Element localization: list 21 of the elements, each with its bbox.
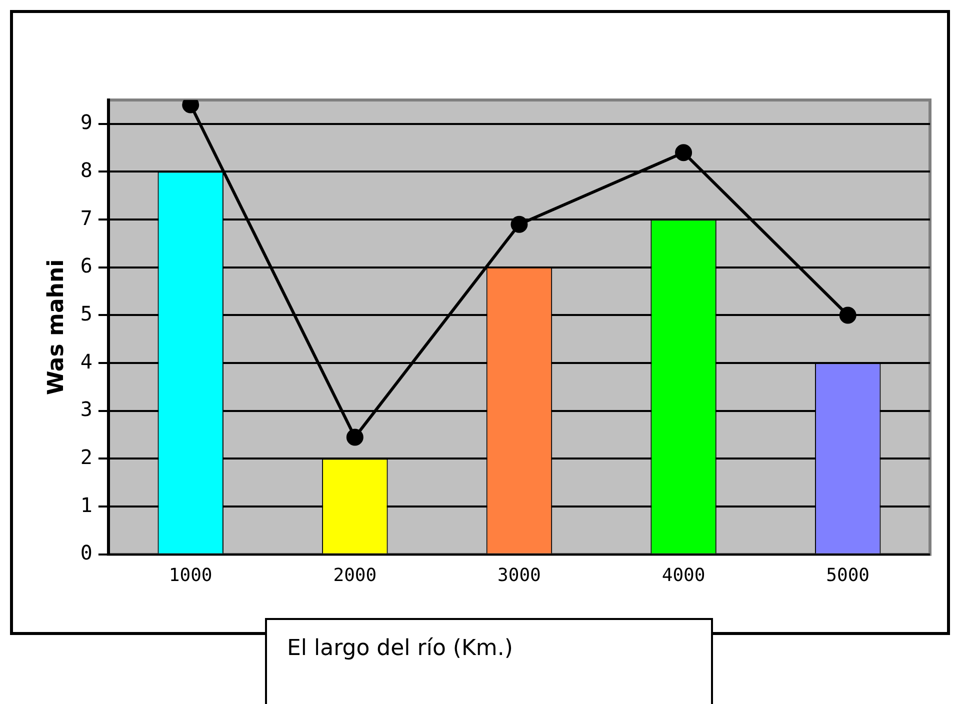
point [675,144,692,162]
y-tick-label: 5 [80,301,92,326]
x-tick-label: 4000 [662,564,706,586]
x-tick-label: 2000 [333,564,377,586]
y-tick-label: 8 [80,158,92,182]
y-axis-title: Was mahni [44,259,69,396]
y-tick-label: 6 [80,254,92,278]
y-tick-label: 2 [80,444,92,469]
y-tick-label: 4 [80,349,92,374]
y-tick-label: 9 [80,110,92,134]
y-tick-label: 7 [80,206,92,230]
y-tick-label: 3 [80,397,92,422]
point [510,216,528,233]
x-tick-label: 1000 [168,564,212,586]
y-tick-label: 1 [80,492,92,517]
x-tick-label: 5000 [826,564,870,586]
point [839,306,856,324]
x-tick-label: 3000 [498,564,541,586]
point [346,428,364,446]
y-tick-label: 0 [80,540,92,565]
x-axis-title: El largo del río (Km.) [265,618,713,704]
